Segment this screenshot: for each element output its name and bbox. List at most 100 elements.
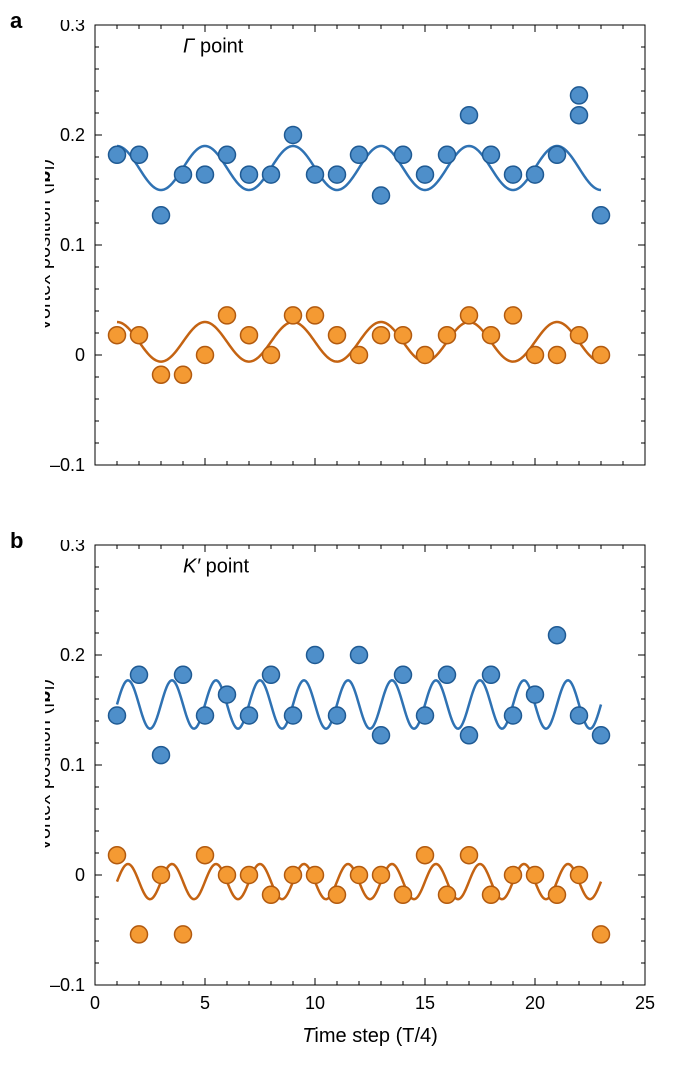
blue-point <box>351 146 368 163</box>
blue-point <box>505 707 522 724</box>
blue-point <box>241 707 258 724</box>
blue-point <box>131 666 148 683</box>
orange-point <box>373 327 390 344</box>
blue-point <box>329 166 346 183</box>
orange-point <box>505 867 522 884</box>
orange-point <box>241 327 258 344</box>
blue-point <box>175 666 192 683</box>
orange-point <box>153 366 170 383</box>
y-tick-label: 0.2 <box>60 645 85 665</box>
orange-point <box>153 867 170 884</box>
blue-point <box>571 87 588 104</box>
blue-point <box>439 666 456 683</box>
panel-annotation: Γ point <box>183 36 244 58</box>
orange-point <box>263 347 280 364</box>
orange-point <box>439 886 456 903</box>
blue-point <box>307 166 324 183</box>
panel-label-a: a <box>10 8 22 34</box>
panel-label-b: b <box>10 528 23 554</box>
orange-point <box>483 327 500 344</box>
x-tick-label: 25 <box>635 993 655 1013</box>
blue-point <box>461 727 478 744</box>
orange-point <box>395 886 412 903</box>
blue-point <box>241 166 258 183</box>
blue-point <box>219 146 236 163</box>
orange-point <box>219 307 236 324</box>
blue-point <box>483 666 500 683</box>
blue-point <box>153 207 170 224</box>
y-tick-label: 0.3 <box>60 20 85 35</box>
y-tick-label: 0.2 <box>60 125 85 145</box>
orange-point <box>527 347 544 364</box>
y-tick-label: –0.1 <box>50 975 85 995</box>
y-axis-title: Vortex position (|b|) <box>45 679 55 852</box>
orange-point <box>175 926 192 943</box>
orange-point <box>219 867 236 884</box>
orange-point <box>571 327 588 344</box>
blue-point <box>109 146 126 163</box>
blue-point <box>373 187 390 204</box>
panel-annotation: K′ point <box>183 556 249 578</box>
blue-point <box>153 747 170 764</box>
y-tick-label: 0.1 <box>60 755 85 775</box>
y-tick-label: 0 <box>75 865 85 885</box>
orange-point <box>593 926 610 943</box>
orange-point <box>395 327 412 344</box>
orange-point <box>549 347 566 364</box>
orange-point <box>197 847 214 864</box>
blue-point <box>549 627 566 644</box>
y-axis-title: Vortex position (|b|) <box>45 159 55 332</box>
figure-page: { "figure": { "width": 685, "height": 10… <box>0 0 685 1067</box>
orange-point <box>417 347 434 364</box>
orange-point <box>197 347 214 364</box>
blue-point <box>373 727 390 744</box>
orange-point <box>263 886 280 903</box>
blue-point <box>109 707 126 724</box>
blue-point <box>527 686 544 703</box>
blue-point <box>395 666 412 683</box>
blue-point <box>593 207 610 224</box>
orange-point <box>241 867 258 884</box>
y-tick-label: –0.1 <box>50 455 85 475</box>
orange-point <box>175 366 192 383</box>
orange-point <box>461 307 478 324</box>
y-tick-label: 0.1 <box>60 235 85 255</box>
orange-point <box>285 867 302 884</box>
blue-point <box>571 707 588 724</box>
plot-frame <box>95 545 645 985</box>
orange-point <box>131 327 148 344</box>
x-tick-label: 10 <box>305 993 325 1013</box>
y-tick-label: 0.3 <box>60 540 85 555</box>
blue-point <box>131 146 148 163</box>
blue-point <box>417 166 434 183</box>
blue-point <box>505 166 522 183</box>
blue-point <box>351 647 368 664</box>
orange-point <box>417 847 434 864</box>
orange-point <box>571 867 588 884</box>
orange-point <box>109 327 126 344</box>
orange-point <box>593 347 610 364</box>
blue-point <box>219 686 236 703</box>
blue-point <box>483 146 500 163</box>
orange-point <box>439 327 456 344</box>
blue-point <box>395 146 412 163</box>
blue-point <box>197 707 214 724</box>
orange-point <box>549 886 566 903</box>
orange-point <box>373 867 390 884</box>
orange-point <box>109 847 126 864</box>
orange-point <box>483 886 500 903</box>
x-tick-label: 20 <box>525 993 545 1013</box>
x-tick-label: 0 <box>90 993 100 1013</box>
x-axis-title: Time step (T/4) <box>95 1025 645 1048</box>
plot-frame <box>95 25 645 465</box>
blue-point <box>263 666 280 683</box>
orange-point <box>351 347 368 364</box>
blue-point <box>285 707 302 724</box>
orange-point <box>307 867 324 884</box>
blue-point <box>285 127 302 144</box>
y-tick-label: 0 <box>75 345 85 365</box>
orange-point <box>131 926 148 943</box>
blue-line <box>117 680 601 728</box>
blue-point <box>549 146 566 163</box>
blue-point <box>197 166 214 183</box>
